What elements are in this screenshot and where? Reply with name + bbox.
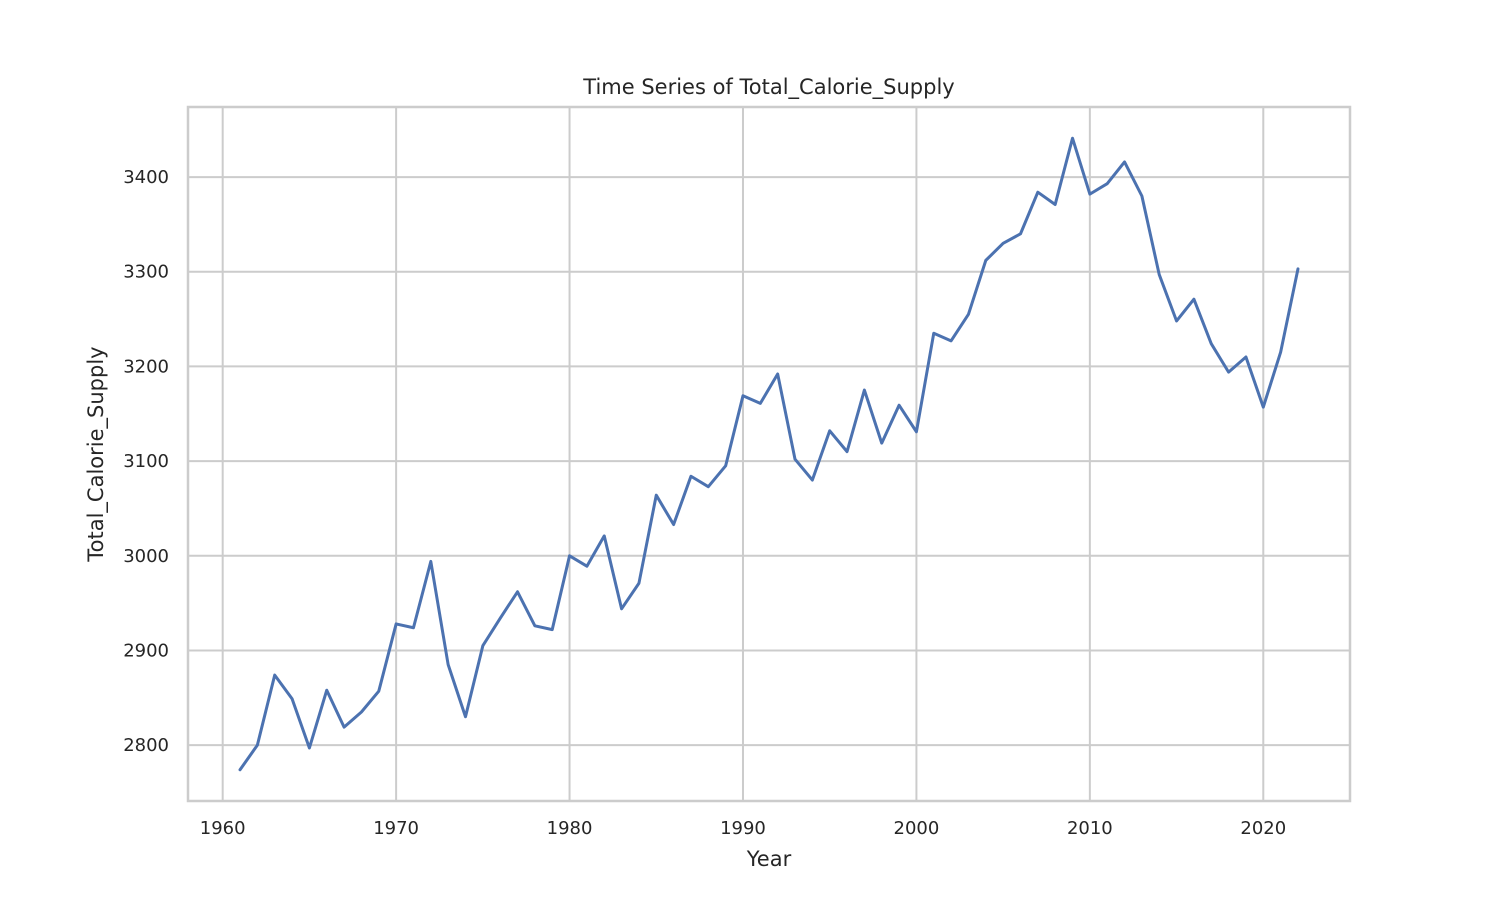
x-tick-labels: 1960 1970 1980 1990 2000 2010 2020 bbox=[200, 818, 1286, 839]
y-tick-label: 3200 bbox=[123, 356, 169, 377]
chart-title: Time Series of Total_Calorie_Supply bbox=[582, 75, 954, 100]
series-line bbox=[238, 136, 1300, 772]
y-tick-label: 3100 bbox=[123, 451, 169, 472]
y-tick-label: 3000 bbox=[123, 546, 169, 567]
x-tick-label: 1960 bbox=[200, 818, 246, 839]
x-axis-title: Year bbox=[746, 847, 792, 871]
y-tick-label: 2900 bbox=[123, 640, 169, 661]
x-tick-label: 1980 bbox=[547, 818, 593, 839]
grid-lines bbox=[188, 107, 1350, 801]
x-tick-label: 2020 bbox=[1240, 818, 1286, 839]
x-tick-label: 1990 bbox=[720, 818, 766, 839]
y-tick-label: 3300 bbox=[123, 262, 169, 283]
y-tick-labels: 2800 2900 3000 3100 3200 3300 3400 bbox=[123, 167, 169, 756]
x-tick-label: 2000 bbox=[894, 818, 940, 839]
x-tick-label: 1970 bbox=[373, 818, 419, 839]
x-tick-label: 2010 bbox=[1067, 818, 1113, 839]
y-tick-label: 2800 bbox=[123, 735, 169, 756]
series-line-group bbox=[238, 136, 1300, 772]
y-tick-label: 3400 bbox=[123, 167, 169, 188]
y-axis-title: Total_Calorie_Supply bbox=[84, 346, 109, 562]
plot-frame bbox=[186, 105, 1352, 803]
